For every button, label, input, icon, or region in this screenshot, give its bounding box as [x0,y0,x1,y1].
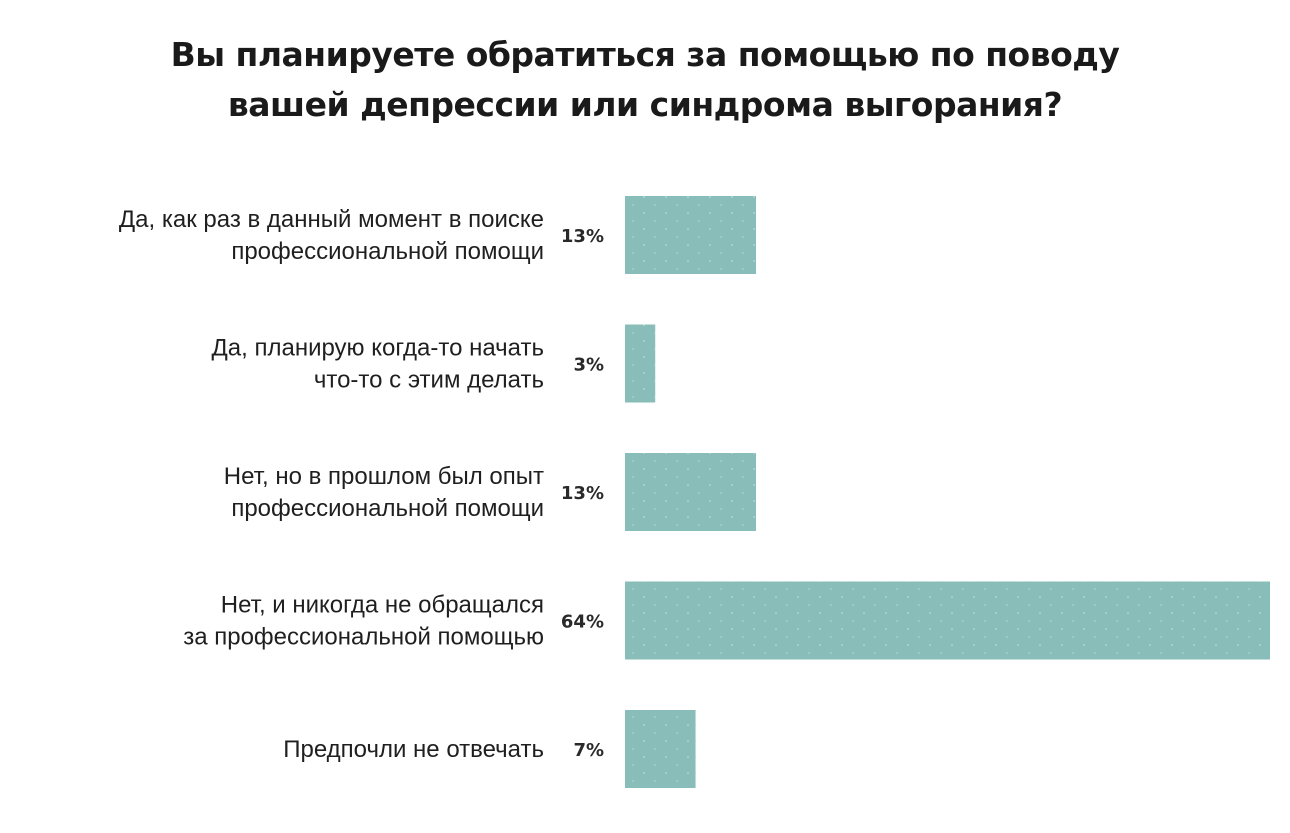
category-label: Нет, но в прошлом был опыт [224,463,544,490]
category-label: Предпочли не отвечать [283,736,544,763]
category-label: профессиональной помощи [231,238,544,265]
category-label: за профессиональной помощью [183,624,544,651]
chart-title: Вы планируете обратиться за помощью по п… [0,30,1290,130]
chart-title-line-2: вашей депрессии или синдрома выгорания? [227,85,1063,124]
value-label: 7% [573,740,604,761]
value-label: 64% [561,612,604,633]
category-label: Да, планирую когда-то начать [212,335,544,362]
category-label: Нет, и никогда не обращался [221,592,544,619]
category-label: что-то с этим делать [314,367,544,394]
bar-texture [625,453,757,531]
bar-texture [625,710,696,788]
value-label: 3% [573,355,604,376]
value-label: 13% [561,483,604,504]
value-label: 13% [561,226,604,247]
bar-texture [625,196,757,274]
bars-layer: 13% Да, как раз в данный момент в поиске п… [119,196,1270,788]
bar-texture [625,324,656,403]
chart-title-line-1: Вы планируете обратиться за помощью по п… [170,35,1120,74]
category-label: профессиональной помощи [231,495,544,522]
category-label: Да, как раз в данный момент в поиске [119,206,544,233]
bar-texture [625,581,1270,660]
